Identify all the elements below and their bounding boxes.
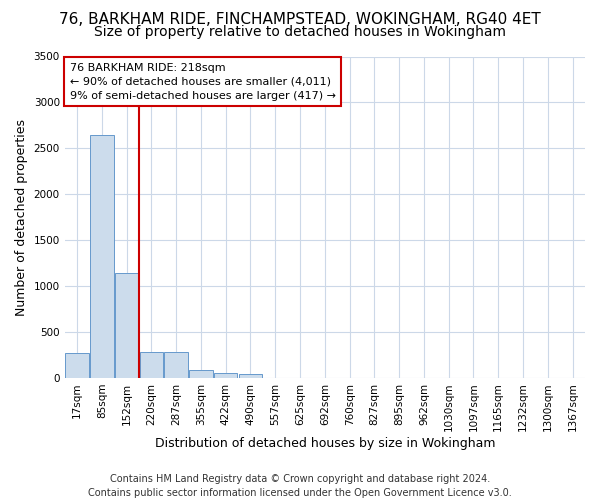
Text: Size of property relative to detached houses in Wokingham: Size of property relative to detached ho… (94, 25, 506, 39)
Bar (90, 134, 113, 378)
Text: 76 BARKHAM RIDE: 218sqm
← 90% of detached houses are smaller (4,011)
9% of semi-: 76 BARKHAM RIDE: 218sqm ← 90% of detache… (70, 63, 336, 101)
Bar (189, 370, 213, 378)
Bar (140, 352, 163, 378)
Bar (239, 374, 262, 378)
Y-axis label: Number of detached properties: Number of detached properties (15, 118, 28, 316)
Bar (214, 373, 238, 378)
X-axis label: Distribution of detached houses by size in Wokingham: Distribution of detached houses by size … (155, 437, 495, 450)
Text: Contains HM Land Registry data © Crown copyright and database right 2024.
Contai: Contains HM Land Registry data © Crown c… (88, 474, 512, 498)
Bar (115, 273, 139, 378)
Text: 76, BARKHAM RIDE, FINCHAMPSTEAD, WOKINGHAM, RG40 4ET: 76, BARKHAM RIDE, FINCHAMPSTEAD, WOKINGH… (59, 12, 541, 28)
Bar (65, 353, 89, 378)
Bar (164, 352, 188, 378)
